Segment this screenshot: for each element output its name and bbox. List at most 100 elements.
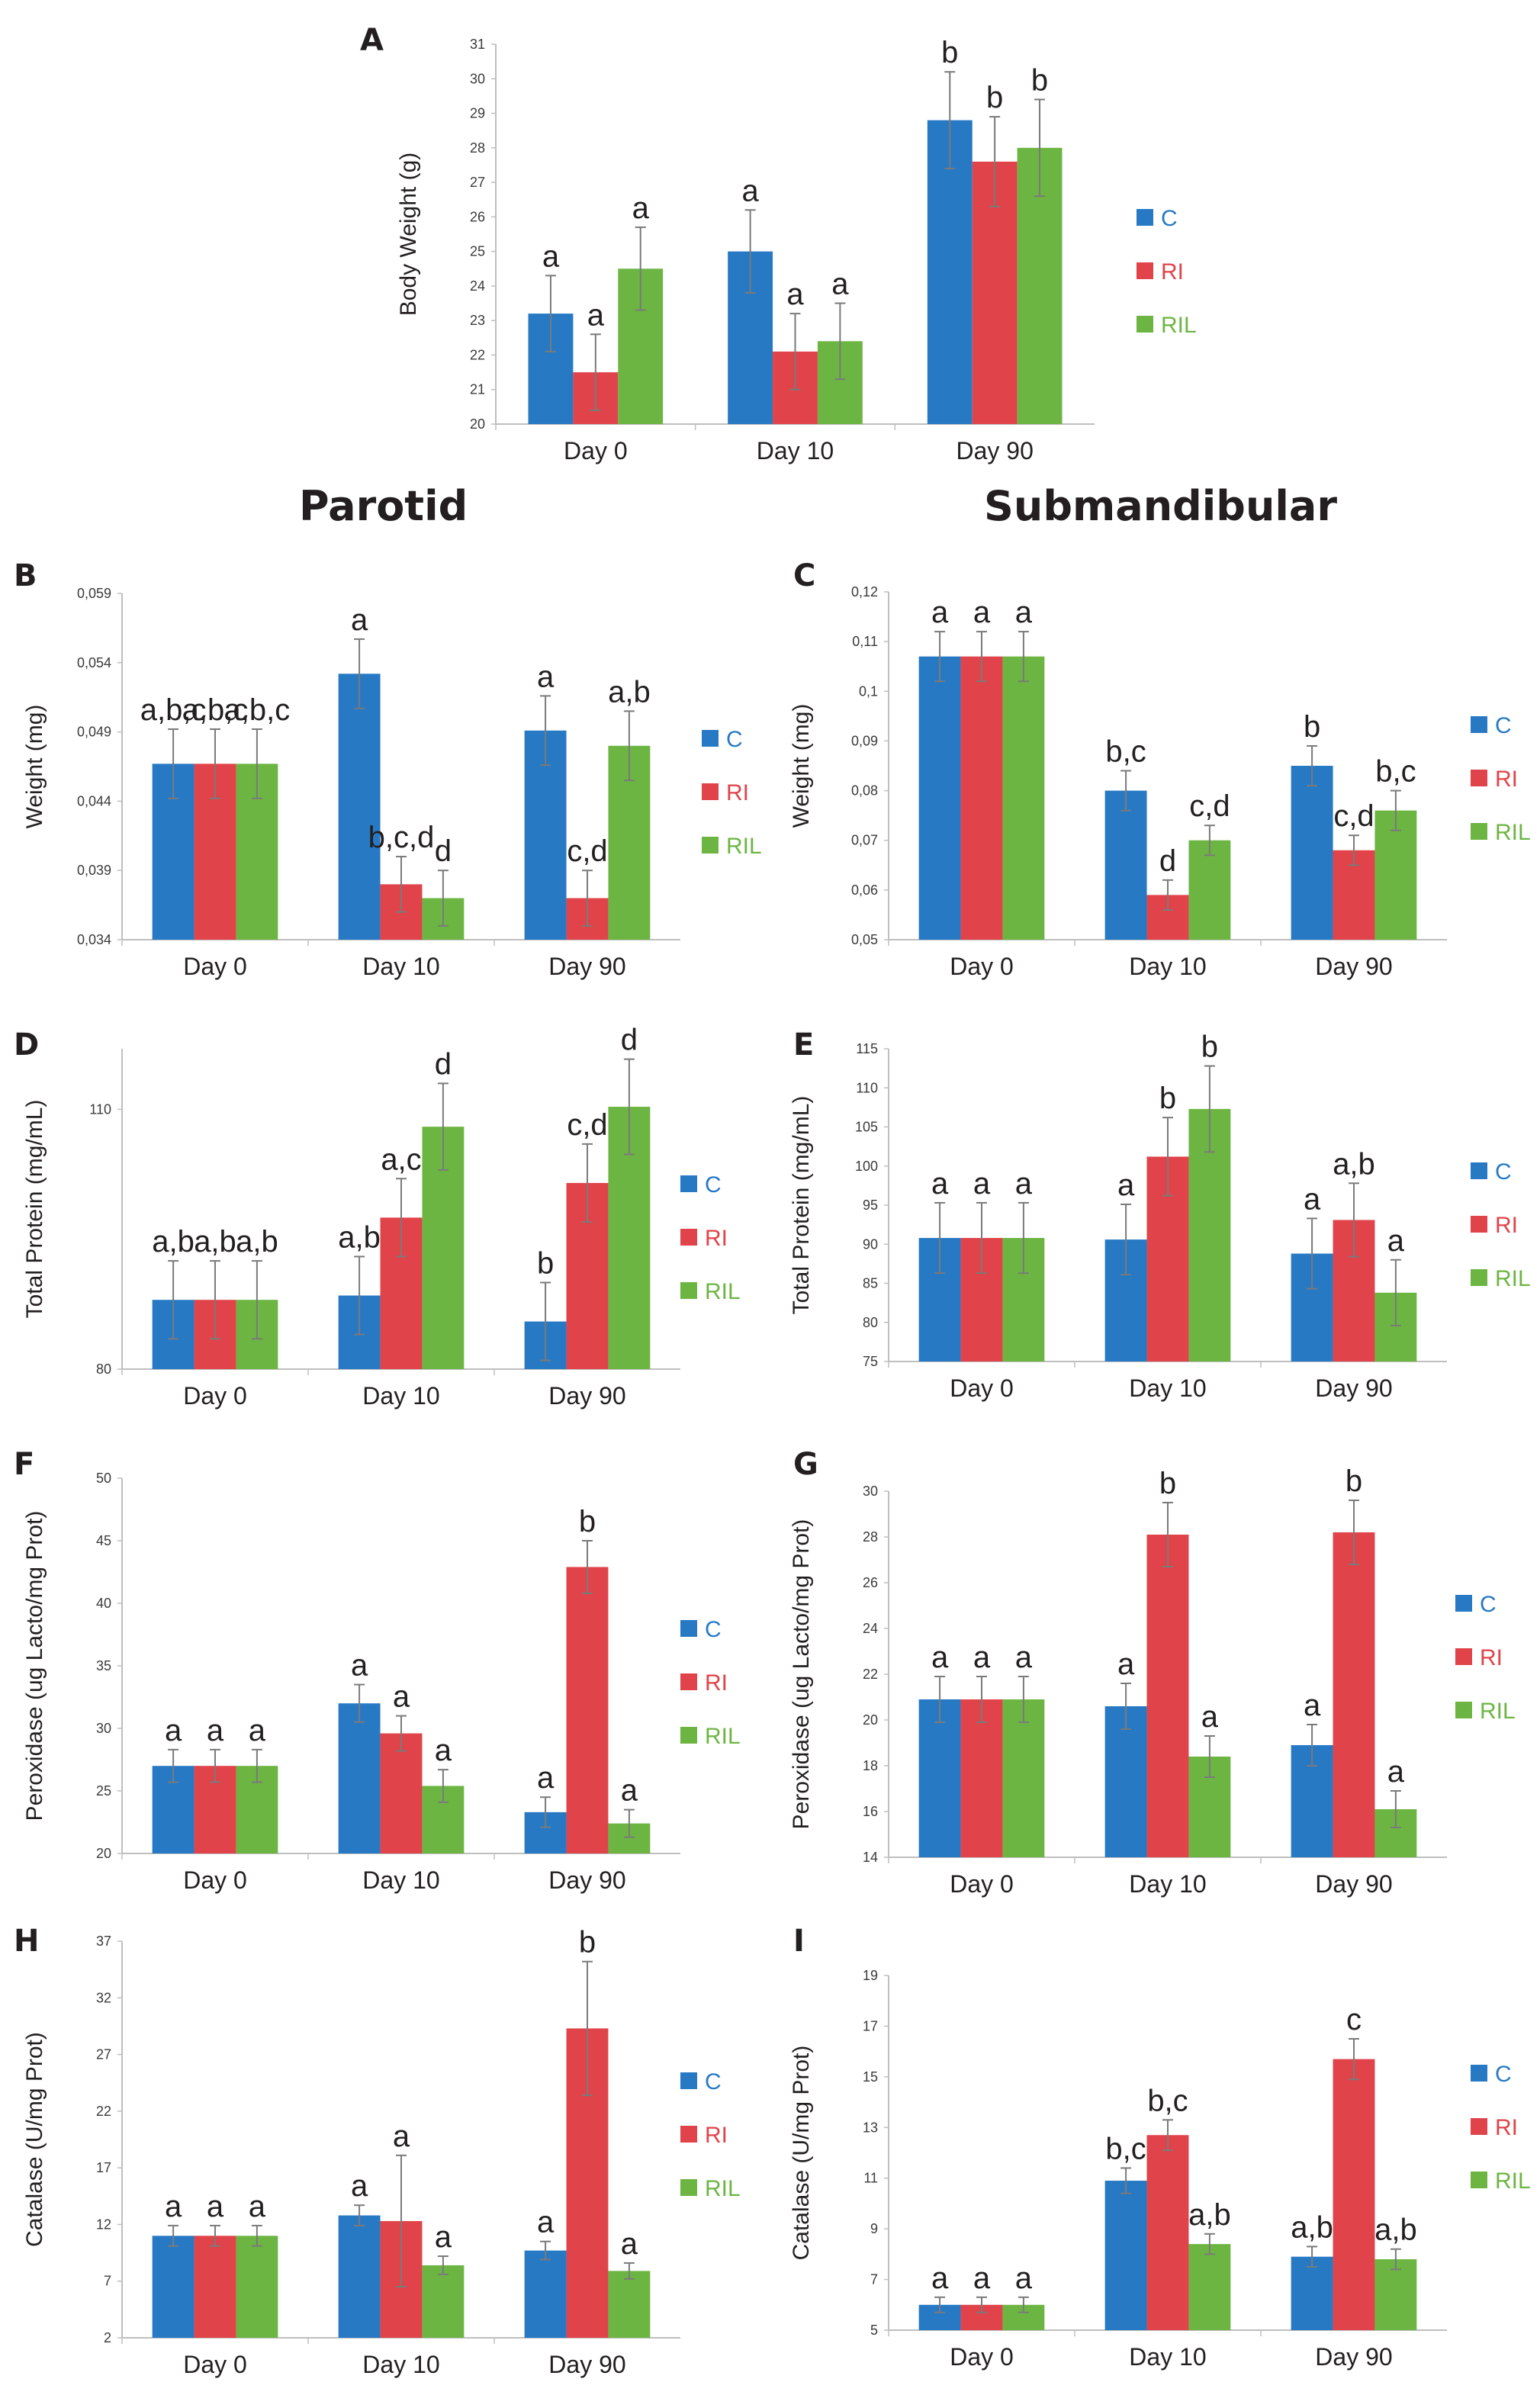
legend-label-c: C — [726, 727, 743, 752]
significance-label: c,d — [1189, 789, 1230, 823]
y-tick-label: 25 — [470, 244, 485, 259]
x-tick-label: Day 0 — [183, 2351, 247, 2378]
y-tick-label: 0,06 — [851, 882, 878, 898]
y-tick-label: 75 — [863, 1354, 878, 1369]
significance-label: b — [537, 1246, 554, 1280]
significance-label: a,b,c — [140, 693, 207, 727]
chart-panel-g: G 14 16 18 20 22 24 26 28 30 Peroxidase (ug Lacto/… — [789, 1447, 1516, 1898]
significance-label: a,b — [194, 1225, 236, 1259]
x-tick-label: Day 10 — [362, 2351, 439, 2378]
y-tick-label: 0,044 — [77, 793, 111, 809]
significance-label: b — [1159, 1082, 1176, 1115]
y-tick-label: 17 — [863, 2018, 878, 2033]
significance-label: a — [1387, 1755, 1405, 1789]
significance-label: a — [621, 1774, 638, 1808]
legend-swatch-ril — [1471, 2172, 1487, 2188]
y-tick-label: 26 — [863, 1575, 878, 1590]
significance-label: a — [1015, 2262, 1033, 2295]
bar-ril — [1374, 810, 1417, 940]
x-tick-label: Day 0 — [950, 1870, 1014, 1898]
y-tick-label: 0,12 — [851, 584, 878, 600]
bar-ril — [1188, 840, 1231, 940]
significance-label: a — [1201, 1700, 1219, 1734]
significance-label: b,c,d — [368, 821, 435, 854]
significance-label: b,c — [1105, 2132, 1146, 2165]
legend-label-ri: RI — [1495, 767, 1518, 792]
significance-label: b — [1159, 1467, 1176, 1500]
significance-label: a — [742, 174, 760, 207]
significance-label: b — [1031, 63, 1048, 97]
legend-swatch-c — [680, 1175, 697, 1192]
bar-c — [1291, 766, 1333, 940]
y-axis-label: Total Protein (mg/mL) — [22, 1100, 47, 1319]
bar-c — [338, 673, 381, 940]
chart-panel-i: I 5 7 9 11 13 15 17 19 Catalase (U/mg Prot) Day 0 a… — [789, 1924, 1531, 2371]
bar-ri — [194, 2236, 236, 2338]
y-tick-label: 27 — [470, 175, 485, 190]
significance-label: a — [1117, 1169, 1135, 1202]
significance-label: a,b — [1333, 1147, 1375, 1181]
significance-label: b,c — [1105, 735, 1146, 769]
significance-label: a — [1015, 596, 1033, 629]
y-tick-label: 100 — [855, 1159, 878, 1174]
x-tick-label: Day 10 — [1129, 953, 1206, 980]
bar-ri — [1146, 2135, 1189, 2330]
bar-c — [524, 2250, 567, 2338]
x-tick-label: Day 90 — [1315, 2343, 1392, 2371]
bar-ri — [1146, 1535, 1189, 1857]
bar-ri — [1333, 1532, 1375, 1857]
significance-label: a — [621, 2227, 638, 2261]
panel-letter: H — [14, 1924, 39, 1959]
y-tick-label: 7 — [104, 2274, 111, 2289]
bar-c — [1104, 2181, 1147, 2330]
x-tick-label: Day 10 — [1129, 1374, 1206, 1402]
y-tick-label: 24 — [863, 1621, 878, 1636]
significance-label: a — [973, 2262, 991, 2295]
bar-c — [918, 1699, 961, 1857]
y-tick-label: 0,034 — [77, 932, 111, 947]
legend-swatch-ril — [1471, 1269, 1487, 1286]
significance-label: a — [1304, 1182, 1321, 1216]
legend-swatch-c — [1137, 209, 1153, 226]
x-tick-label: Day 90 — [548, 1866, 625, 1894]
bar-ril — [422, 2265, 465, 2338]
legend-swatch-ril — [1455, 1702, 1472, 1718]
y-tick-label: 26 — [470, 209, 485, 224]
legend-label-c: C — [705, 1172, 722, 1198]
legend-swatch-ri — [680, 2126, 697, 2143]
legend-label-ril: RIL — [705, 1724, 741, 1749]
significance-label: a — [537, 660, 555, 693]
y-axis-label: Peroxidase (ug Lacto/mg Prot) — [22, 1511, 47, 1821]
significance-label: a — [931, 2262, 949, 2295]
significance-label: a,c — [381, 1143, 421, 1176]
bar-ril — [1374, 2259, 1417, 2330]
y-tick-label: 16 — [863, 1804, 878, 1819]
y-tick-label: 45 — [96, 1533, 111, 1548]
legend-label-ri: RI — [726, 780, 749, 805]
legend-label-c: C — [1480, 1592, 1497, 1617]
y-tick-label: 18 — [863, 1758, 878, 1773]
significance-label: a,b — [1374, 2213, 1417, 2247]
legend-swatch-ril — [680, 1282, 697, 1299]
significance-label: a,b,c — [182, 693, 249, 727]
significance-label: a,b — [236, 1225, 278, 1259]
x-tick-label: Day 10 — [362, 1382, 439, 1410]
legend-label-ri: RI — [1495, 2115, 1518, 2140]
y-tick-label: 37 — [96, 1934, 111, 1949]
significance-label: a,b — [1291, 2210, 1333, 2244]
y-tick-label: 40 — [96, 1596, 111, 1611]
legend-label-c: C — [1495, 2062, 1512, 2087]
significance-label: d — [435, 1047, 452, 1081]
x-tick-label: Day 90 — [1315, 1374, 1392, 1402]
bar-ri — [1333, 2059, 1375, 2330]
significance-label: b — [1201, 1030, 1218, 1064]
legend-label-ril: RIL — [1495, 820, 1531, 845]
significance-label: a — [165, 1714, 182, 1747]
significance-label: a — [1387, 1224, 1405, 1258]
legend-label-c: C — [705, 1617, 722, 1642]
bar-ril — [1002, 1699, 1045, 1857]
y-tick-label: 30 — [96, 1721, 111, 1736]
legend-label-ri: RI — [705, 1670, 728, 1696]
y-tick-label: 35 — [96, 1658, 111, 1673]
